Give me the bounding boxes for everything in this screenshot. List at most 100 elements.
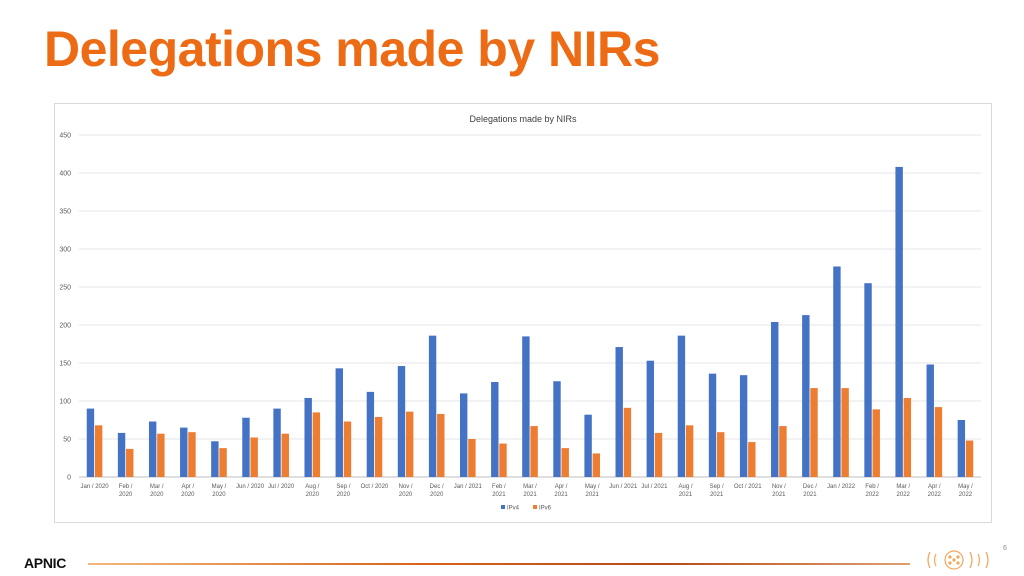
x-tick-label: May /	[585, 484, 600, 490]
x-tick-label: 2021	[679, 492, 693, 498]
x-tick-label: May /	[212, 484, 227, 490]
y-tick-label: 300	[59, 247, 71, 254]
legend: IPv4 IPv6	[501, 505, 552, 512]
y-tick-label: 0	[67, 475, 71, 482]
bar-chart: Delegations made by NIRs 0 50 100 150 200 250…	[59, 114, 981, 512]
legend-swatch-ipv6	[533, 505, 537, 509]
bar-ipv6	[748, 442, 756, 477]
x-tick-label: May /	[958, 484, 973, 490]
bar-ipv4	[428, 335, 437, 477]
bar-ipv4	[864, 283, 872, 477]
bar-ipv6	[437, 413, 445, 477]
x-tick-label: Jan / 2021	[454, 484, 483, 490]
chart-title: Delegations made by NIRs	[469, 114, 577, 124]
x-tick-label: 2021	[772, 492, 786, 498]
x-tick-label: 2020	[430, 492, 444, 498]
bar-ipv6	[717, 432, 725, 477]
bar-ipv6	[94, 425, 103, 477]
x-tick-label: Nov /	[772, 484, 786, 490]
bar-ipv4	[895, 166, 903, 478]
bar-ipv6	[374, 416, 383, 477]
y-axis-ticks: 0 50 100 150 200 250 300 350 400 450	[59, 133, 71, 482]
x-tick-label: 2021	[523, 492, 537, 498]
x-tick-label: 2022	[928, 492, 942, 498]
y-tick-label: 50	[63, 437, 71, 444]
x-tick-label: 2020	[181, 492, 195, 498]
bar-ipv4	[802, 315, 810, 477]
bar-ipv4	[833, 266, 841, 477]
x-tick-label: 2020	[119, 492, 133, 498]
x-tick-label: 2020	[306, 492, 320, 498]
footer-divider	[88, 563, 910, 565]
x-tick-label: Dec /	[803, 484, 817, 490]
x-tick-label: Aug /	[679, 484, 693, 490]
bars	[86, 166, 974, 478]
x-tick-label: 2022	[959, 492, 973, 498]
bar-ipv4	[771, 321, 779, 477]
bar-ipv4	[491, 382, 499, 477]
legend-label-ipv6: IPv6	[539, 506, 552, 512]
bar-ipv6	[561, 448, 569, 477]
x-tick-label: Nov /	[399, 484, 413, 490]
x-tick-label: Apr /	[928, 484, 941, 490]
bar-ipv4	[522, 336, 530, 477]
bar-ipv4	[957, 420, 966, 477]
bar-ipv4	[335, 368, 343, 477]
legend-label-ipv4: IPv4	[507, 506, 520, 512]
x-tick-label: Oct / 2020	[361, 484, 389, 490]
bar-ipv6	[623, 407, 632, 477]
x-tick-label: 2021	[586, 492, 600, 498]
bar-ipv4	[646, 360, 655, 477]
bar-ipv6	[810, 388, 818, 477]
x-tick-label: 2021	[803, 492, 817, 498]
x-tick-label: Sep /	[710, 484, 724, 490]
x-tick-label: Jun / 2020	[236, 484, 265, 490]
bar-ipv4	[242, 417, 250, 477]
y-tick-label: 450	[59, 133, 71, 140]
x-tick-label: Oct / 2021	[734, 484, 762, 490]
legend-swatch-ipv4	[501, 505, 505, 509]
gridlines	[79, 134, 981, 478]
bar-ipv4	[304, 397, 312, 477]
bar-ipv6	[250, 437, 258, 477]
x-tick-label: 2020	[150, 492, 164, 498]
apnic-logo: APNIC	[24, 555, 67, 571]
x-tick-label: Mar /	[150, 484, 164, 490]
bar-ipv4	[397, 366, 406, 477]
bar-ipv4	[677, 335, 686, 477]
bar-ipv6	[343, 421, 352, 477]
bar-ipv4	[86, 408, 95, 477]
page-number: 6	[1003, 545, 1007, 552]
bar-ipv4	[148, 421, 157, 477]
bar-ipv4	[584, 414, 592, 477]
bar-ipv4	[211, 441, 219, 477]
bar-ipv6	[499, 443, 507, 477]
x-tick-label: Mar /	[523, 484, 537, 490]
x-tick-label: 2022	[865, 492, 879, 498]
bar-ipv6	[126, 448, 134, 477]
x-axis-ticks: Jan / 2020 Feb / 2020 Mar / 2020 Apr / 2020 May…	[81, 484, 974, 498]
x-tick-label: 2020	[212, 492, 226, 498]
bar-ipv4	[117, 432, 126, 477]
x-tick-label: Apr /	[182, 484, 195, 490]
x-tick-label: 2021	[710, 492, 724, 498]
x-tick-label: Mar /	[896, 484, 910, 490]
y-tick-label: 200	[59, 323, 71, 330]
bar-ipv6	[405, 411, 414, 477]
bar-ipv6	[281, 433, 289, 477]
x-tick-label: Dec /	[430, 484, 444, 490]
bar-ipv6	[157, 433, 165, 477]
x-tick-label: 2020	[337, 492, 351, 498]
x-tick-label: Feb /	[865, 484, 879, 490]
bar-ipv4	[615, 347, 623, 477]
bar-ipv6	[685, 425, 694, 477]
x-tick-label: 2022	[897, 492, 911, 498]
y-tick-label: 350	[59, 209, 71, 216]
x-tick-label: Jan / 2020	[81, 484, 110, 490]
x-tick-label: Feb /	[492, 484, 506, 490]
x-tick-label: Jun / 2021	[609, 484, 638, 490]
bar-ipv6	[841, 388, 849, 477]
y-tick-label: 150	[59, 361, 71, 368]
bar-ipv6	[965, 440, 974, 477]
x-tick-label: 2021	[492, 492, 506, 498]
